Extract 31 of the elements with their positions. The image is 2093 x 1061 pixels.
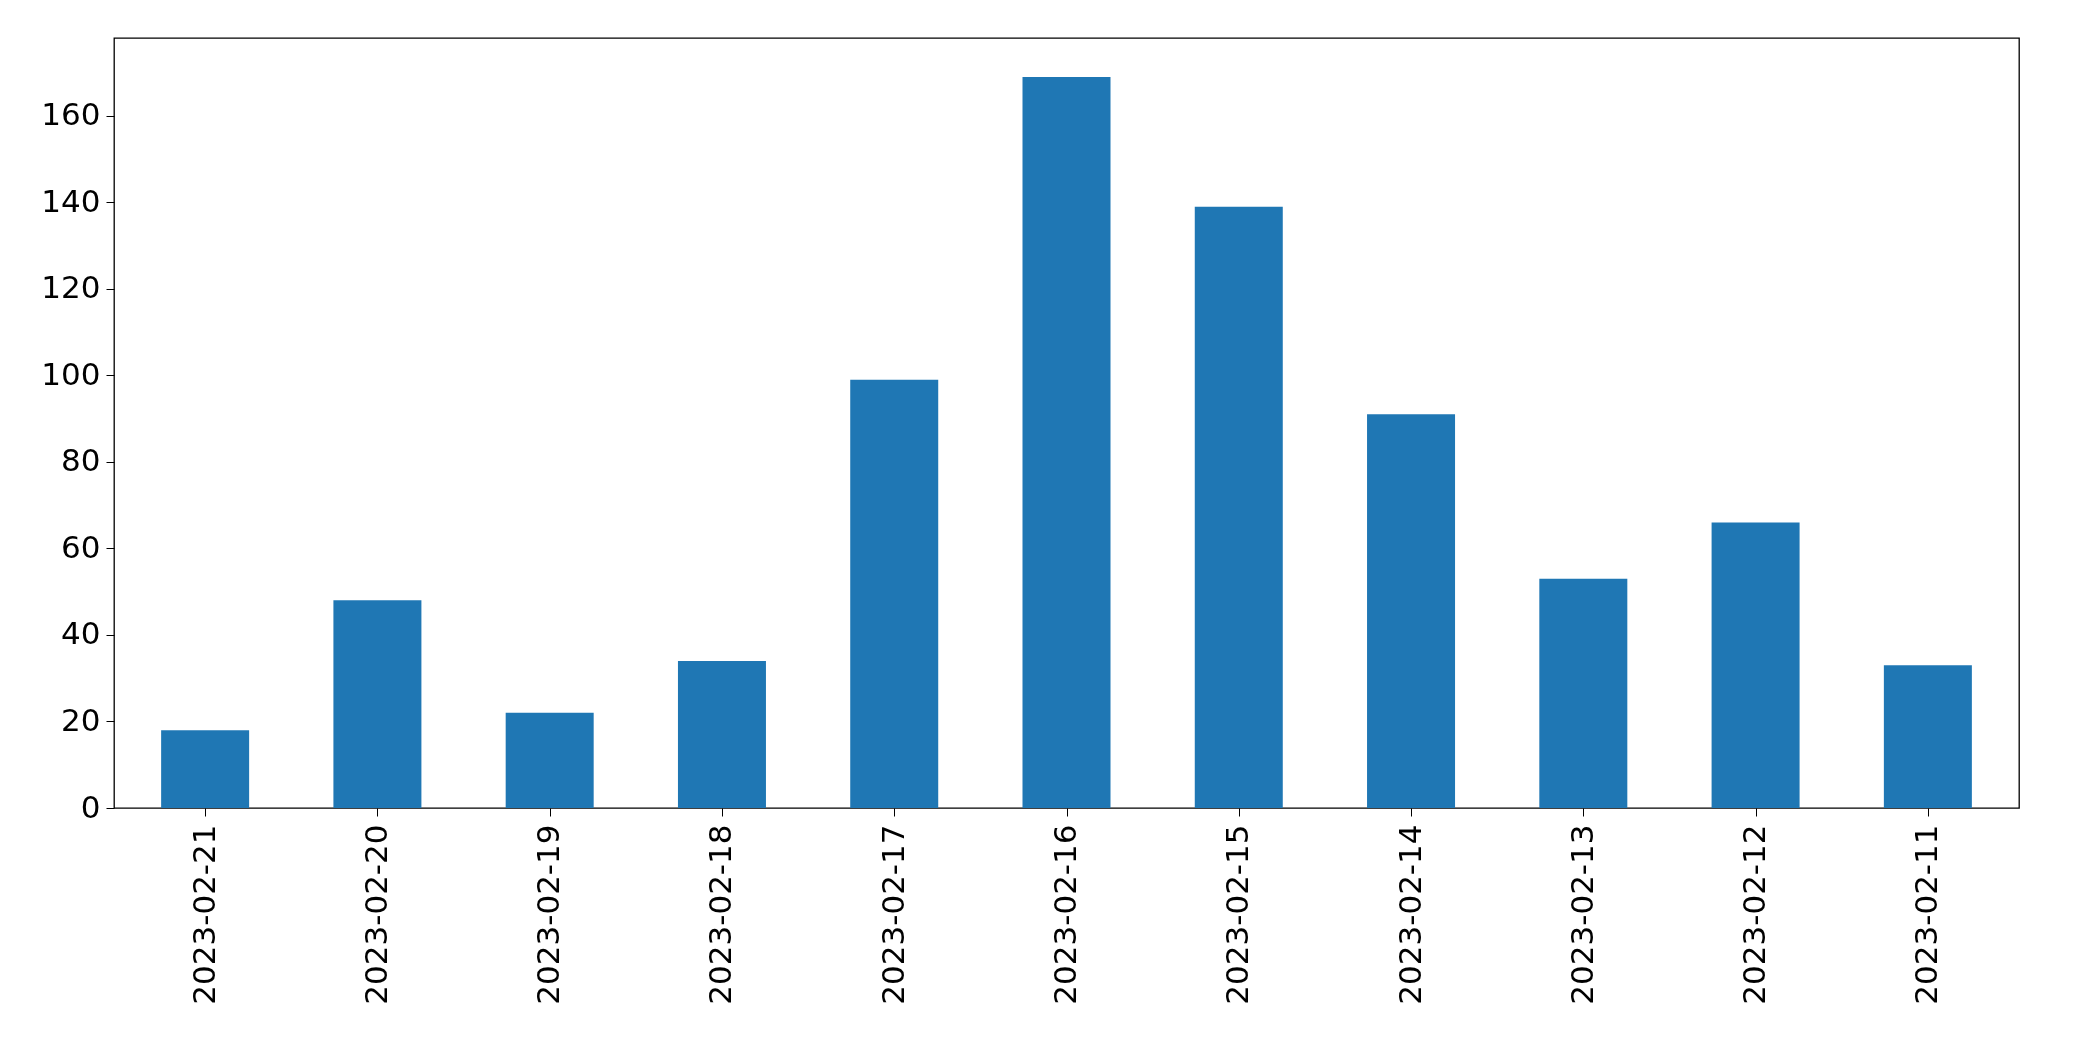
bar: [1539, 578, 1628, 808]
x-tick-label: 2023-02-18: [702, 824, 739, 1005]
x-tick-label: 2023-02-21: [185, 824, 222, 1005]
bar: [505, 712, 594, 808]
x-tick-label: 2023-02-20: [357, 824, 394, 1005]
y-tick-label: 120: [41, 269, 101, 306]
bar: [333, 600, 422, 808]
y-tick-label: 40: [61, 615, 101, 652]
bar: [161, 730, 250, 808]
bar: [1367, 414, 1456, 808]
y-tick-label: 160: [41, 96, 101, 133]
bar: [1194, 206, 1283, 808]
x-tick-label: 2023-02-13: [1563, 824, 1600, 1005]
y-tick-label: 140: [41, 182, 101, 219]
bar: [1711, 522, 1800, 808]
x-tick-label: 2023-02-11: [1908, 824, 1945, 1005]
x-tick-label: 2023-02-15: [1219, 824, 1256, 1005]
bar: [677, 660, 766, 808]
y-tick-label: 0: [80, 788, 101, 825]
bar: [1022, 76, 1111, 808]
x-tick-label: 2023-02-17: [874, 824, 911, 1005]
x-tick-label: 2023-02-14: [1391, 824, 1428, 1005]
y-tick-label: 60: [61, 528, 101, 565]
x-tick-label: 2023-02-19: [530, 824, 567, 1005]
y-tick-label: 20: [61, 701, 101, 738]
y-tick-label: 100: [41, 355, 101, 392]
x-tick-label: 2023-02-16: [1047, 824, 1083, 1005]
bar: [850, 379, 939, 808]
bar: [1883, 665, 1972, 808]
y-tick-label: 80: [61, 442, 101, 479]
x-tick-label: 2023-02-12: [1736, 824, 1773, 1005]
